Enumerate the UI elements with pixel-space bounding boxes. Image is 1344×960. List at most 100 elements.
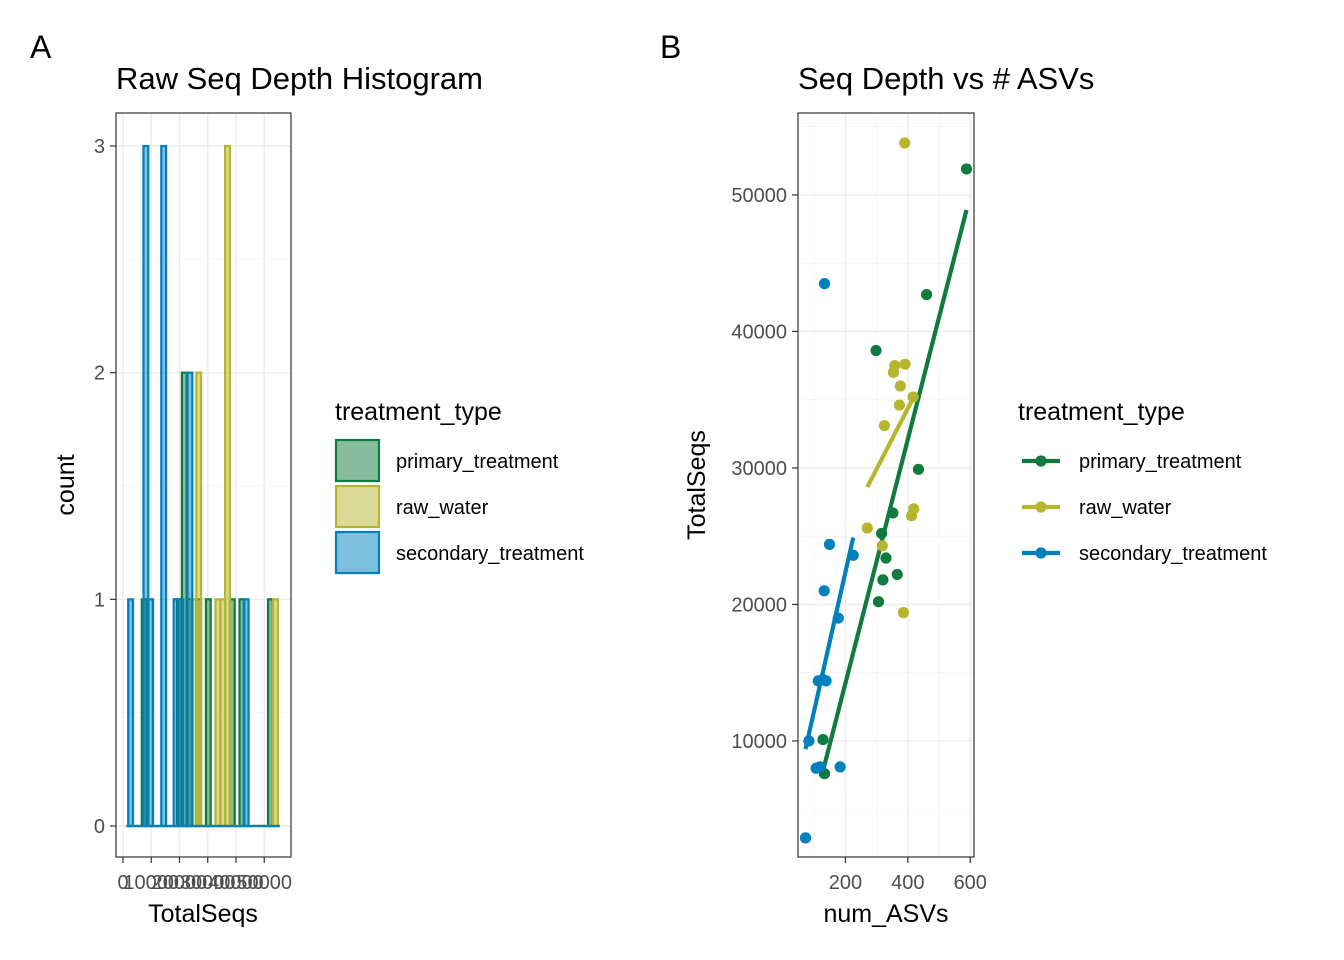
histogram-x-tick-label: 40000	[208, 872, 264, 894]
histogram-y-tick-label: 0	[94, 816, 105, 838]
histogram-y-axis-title: count	[52, 454, 80, 515]
histogram-x-axis-title: TotalSeqs	[148, 900, 258, 928]
histogram-legend-label-secondary_treatment: secondary_treatment	[396, 543, 584, 565]
scatter-point	[889, 359, 901, 372]
scatter-y-axis-title: TotalSeqs	[683, 430, 711, 540]
panel-b-tag: B	[660, 29, 681, 65]
scatter-legend-title: treatment_type	[1018, 398, 1185, 426]
histogram-bar	[147, 598, 155, 828]
scatter-point	[887, 507, 899, 519]
scatter-fit-line-secondary_treatment	[803, 537, 856, 750]
scatter-x-tick-label: 600	[954, 872, 987, 894]
scatter-gridlines	[798, 113, 974, 857]
scatter-point	[899, 137, 911, 149]
scatter-point	[817, 733, 829, 746]
scatter-point	[814, 761, 826, 773]
histogram-x-tick-label: 50000	[236, 872, 292, 894]
scatter-point	[872, 596, 885, 608]
histogram-bar	[204, 598, 212, 828]
histogram-bar	[224, 144, 232, 828]
scatter-point	[818, 278, 831, 290]
histogram-y-tick-label: 1	[94, 589, 105, 611]
scatter-y-tick-label: 50000	[731, 185, 787, 207]
histogram-legend-key-raw_water	[334, 484, 381, 529]
scatter-point	[823, 538, 836, 550]
scatter-point	[803, 735, 815, 747]
scatter-series-raw_water	[861, 137, 920, 619]
scatter-point	[876, 527, 888, 540]
histogram-bar	[186, 371, 194, 828]
scatter-point	[912, 463, 925, 475]
histogram-legend-title: treatment_type	[335, 398, 502, 426]
scatter-point	[907, 391, 919, 403]
scatter-legend-point-primary_treatment	[1035, 455, 1047, 467]
panel-a-tag: A	[30, 29, 52, 65]
histogram-x-tick-label: 10000	[123, 872, 179, 894]
scatter-plot-frame	[797, 112, 975, 858]
histogram-bar	[127, 598, 135, 828]
histogram-legend-key-primary_treatment	[334, 438, 381, 483]
scatter-fit-lines	[803, 209, 969, 772]
histogram-x-tick-label: 20000	[152, 872, 208, 894]
scatter-y-tick-label: 10000	[731, 731, 787, 753]
histogram-legend-items: primary_treatment raw_water secondary_trea…	[334, 438, 584, 575]
scatter-legend-label-primary_treatment: primary_treatment	[1079, 451, 1242, 473]
histogram-x-tick-label: 30000	[180, 872, 236, 894]
histogram-bar	[195, 371, 203, 828]
scatter-y-axis: 10000 20000 30000 40000 50000	[731, 185, 798, 753]
scatter-point	[847, 549, 859, 561]
scatter-point	[876, 540, 888, 552]
panel-b: B Seq Depth vs # ASVs 10000 20000 30000 400…	[660, 29, 1267, 928]
scatter-fit-line-raw_water	[865, 395, 916, 489]
scatter-points	[799, 137, 973, 844]
scatter-y-tick-label: 30000	[731, 458, 787, 480]
scatter-point	[893, 399, 906, 411]
histogram-y-tick-label: 2	[94, 363, 105, 385]
scatter-point	[899, 358, 911, 370]
histogram-legend-label-primary_treatment: primary_treatment	[396, 451, 559, 473]
scatter-panel-background	[798, 113, 974, 857]
scatter-point	[908, 503, 920, 515]
scatter-fit-line-primary_treatment	[820, 209, 969, 772]
scatter-point	[818, 585, 830, 597]
histogram-series-secondary_treatment	[126, 144, 280, 828]
scatter-x-axis-title: num_ASVs	[823, 900, 948, 928]
histogram-y-tick-label: 3	[94, 136, 105, 158]
histogram-bar	[160, 144, 168, 828]
histogram-legend-key-secondary_treatment	[334, 530, 381, 575]
scatter-x-tick-label: 200	[829, 872, 862, 894]
scatter-point	[897, 607, 910, 619]
scatter-legend: treatment_type primary_treatment raw_wate…	[1018, 398, 1267, 565]
histogram-legend: treatment_type primary_treatment raw_wate…	[334, 398, 584, 575]
histogram-x-tick-label: 0	[117, 872, 128, 894]
scatter-point	[861, 522, 873, 534]
scatter-point	[878, 420, 891, 432]
histogram-y-axis: 0 1 2 3	[94, 136, 116, 838]
scatter-point	[877, 574, 889, 586]
histogram-bar	[177, 598, 185, 828]
histogram-bar	[242, 598, 250, 828]
scatter-x-tick-label: 400	[891, 872, 924, 894]
scatter-point	[799, 832, 812, 844]
scatter-legend-point-raw_water	[1035, 501, 1047, 513]
scatter-point	[832, 612, 844, 624]
scatter-series-secondary_treatment	[799, 278, 859, 844]
scatter-point	[920, 288, 933, 301]
scatter-legend-label-secondary_treatment: secondary_treatment	[1079, 543, 1267, 565]
scatter-y-tick-label: 20000	[731, 594, 787, 616]
scatter-legend-point-secondary_treatment	[1035, 547, 1047, 559]
histogram-bars	[126, 144, 280, 828]
scatter-point	[820, 675, 832, 687]
scatter-series-primary_treatment	[817, 163, 973, 780]
scatter-point	[834, 761, 846, 773]
scatter-point	[891, 568, 903, 581]
scatter-point	[870, 344, 882, 357]
histogram-title: Raw Seq Depth Histogram	[116, 61, 483, 96]
scatter-y-tick-label: 40000	[731, 321, 787, 343]
scatter-point	[894, 380, 906, 392]
histogram-legend-label-raw_water: raw_water	[396, 497, 489, 519]
histogram-plot-frame	[115, 112, 292, 858]
